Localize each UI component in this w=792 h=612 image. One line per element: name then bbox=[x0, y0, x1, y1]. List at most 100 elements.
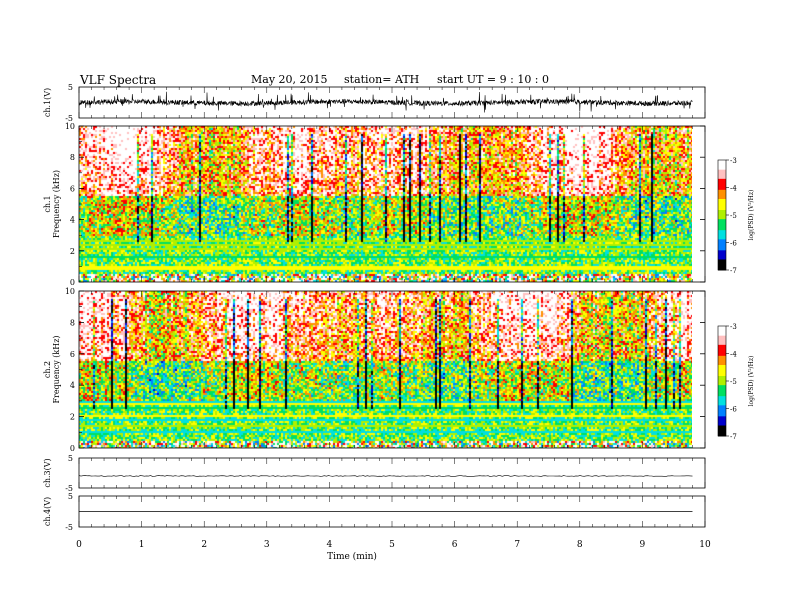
colorbar-segment bbox=[718, 364, 726, 367]
colorbar-segment bbox=[718, 419, 726, 422]
colorbar-segment bbox=[718, 384, 726, 387]
colorbar-segment bbox=[718, 183, 726, 187]
colorbar-segment bbox=[718, 189, 726, 192]
colorbar-segment bbox=[718, 167, 726, 170]
colorbar-segment bbox=[718, 216, 726, 220]
y-tick-label: 0 bbox=[70, 444, 75, 453]
y-tick-label: 2 bbox=[70, 247, 75, 256]
y-tick-label: 5 bbox=[68, 454, 73, 463]
ch2-spectrogram-ylabel: ch.2 bbox=[43, 361, 52, 378]
colorbar-segment bbox=[718, 222, 726, 225]
colorbar-segment bbox=[718, 262, 726, 265]
colorbar-segment bbox=[718, 268, 726, 271]
station-label: station= ATH bbox=[344, 73, 420, 86]
ch1-waveform-line bbox=[78, 91, 693, 113]
y-tick-label: 4 bbox=[70, 216, 75, 225]
colorbar-tick-label: -6 bbox=[730, 406, 737, 414]
y-tick-label: 8 bbox=[70, 318, 75, 327]
colorbar-segment bbox=[718, 377, 726, 380]
colorbar-segment bbox=[718, 246, 726, 249]
spectrogram-image-ch2 bbox=[79, 291, 692, 448]
y-tick-label: 10 bbox=[65, 122, 75, 131]
colorbar-segment bbox=[718, 425, 726, 428]
colorbar-segment bbox=[718, 434, 726, 437]
colorbar-segment bbox=[718, 224, 726, 227]
colorbar-segment bbox=[718, 423, 726, 426]
colorbar-segment bbox=[718, 231, 726, 234]
colorbar-segment bbox=[718, 417, 726, 420]
colorbar-segment bbox=[718, 406, 726, 409]
colorbar-segment bbox=[718, 381, 726, 384]
colorbar-segment bbox=[718, 220, 726, 223]
colorbar-segment bbox=[718, 421, 726, 424]
colorbar-segment bbox=[718, 226, 726, 229]
x-tick-label: 10 bbox=[699, 540, 711, 550]
y-tick-label: 6 bbox=[70, 184, 75, 193]
colorbar-segment bbox=[718, 207, 726, 210]
x-tick-label: 2 bbox=[201, 540, 207, 550]
ch1-waveform-ylabel: ch.1(V) bbox=[43, 88, 52, 117]
colorbar-segment bbox=[718, 233, 726, 236]
ch4-waveform-ylabel: ch.4(V) bbox=[43, 497, 52, 526]
colorbar-segment bbox=[718, 370, 726, 373]
y-tick-label: 2 bbox=[70, 413, 75, 422]
x-tick-label: 7 bbox=[514, 540, 520, 550]
colorbar-segment bbox=[718, 362, 726, 365]
colorbar-segment bbox=[718, 259, 726, 262]
colorbar-tick-label: -5 bbox=[730, 212, 737, 220]
x-tick-label: 0 bbox=[76, 540, 82, 550]
colorbar-tick-label: -7 bbox=[730, 267, 737, 275]
ch3-waveform-line bbox=[78, 475, 693, 477]
colorbar-segment bbox=[718, 393, 726, 397]
colorbar-segment bbox=[718, 368, 726, 371]
colorbar-segment bbox=[718, 178, 726, 181]
colorbar-tick-label: -4 bbox=[730, 351, 737, 359]
colorbar-segment bbox=[718, 255, 726, 258]
colorbar-segment bbox=[718, 237, 726, 240]
colorbar-segment bbox=[718, 410, 726, 413]
colorbar-segment bbox=[718, 430, 726, 433]
colorbar-segment bbox=[718, 180, 726, 183]
colorbar-segment bbox=[718, 349, 726, 353]
colorbar-segment bbox=[718, 415, 726, 419]
colorbar-segment bbox=[718, 395, 726, 398]
colorbar-segment bbox=[718, 360, 726, 364]
colorbar-segment bbox=[718, 194, 726, 198]
colorbar-segment bbox=[718, 215, 726, 218]
colorbar-segment bbox=[718, 211, 726, 214]
colorbar-segment bbox=[718, 351, 726, 354]
colorbar-segment bbox=[718, 426, 726, 430]
colorbar-segment bbox=[718, 373, 726, 376]
colorbar-segment bbox=[718, 404, 726, 408]
colorbar-segment bbox=[718, 240, 726, 243]
colorbar-segment bbox=[718, 340, 726, 343]
y-tick-label: 10 bbox=[65, 287, 75, 296]
colorbar-segment bbox=[718, 244, 726, 247]
colorbar-segment bbox=[718, 253, 726, 256]
colorbar-segment bbox=[718, 249, 726, 253]
colorbar-tick-label: -5 bbox=[730, 378, 737, 386]
colorbar-segment bbox=[718, 346, 726, 349]
colorbar-segment bbox=[718, 264, 726, 267]
colorbar-segment bbox=[718, 172, 726, 176]
colorbar-segment bbox=[718, 355, 726, 358]
ch2-spectrogram-ylabel-frequency: Frequency (kHz) bbox=[52, 335, 61, 403]
y-tick-label: -5 bbox=[65, 114, 73, 123]
colorbar-segment bbox=[718, 196, 726, 199]
colorbar-segment bbox=[718, 251, 726, 254]
y-tick-label: 0 bbox=[70, 278, 75, 287]
colorbar-segment bbox=[718, 326, 726, 329]
colorbar-segment bbox=[718, 187, 726, 190]
colorbar-segment bbox=[718, 342, 726, 345]
colorbar-segment bbox=[718, 163, 726, 166]
x-tick-label: 9 bbox=[640, 540, 646, 550]
colorbar-segment bbox=[718, 388, 726, 391]
x-tick-label: 6 bbox=[452, 540, 458, 550]
colorbar-segment bbox=[718, 169, 726, 172]
date-label: May 20, 2015 bbox=[251, 73, 328, 86]
ch1-spectrogram-ylabel-frequency: Frequency (kHz) bbox=[52, 170, 61, 238]
colorbar-segment bbox=[718, 182, 726, 185]
colorbar-segment bbox=[718, 329, 726, 332]
y-tick-label: -5 bbox=[65, 523, 73, 532]
